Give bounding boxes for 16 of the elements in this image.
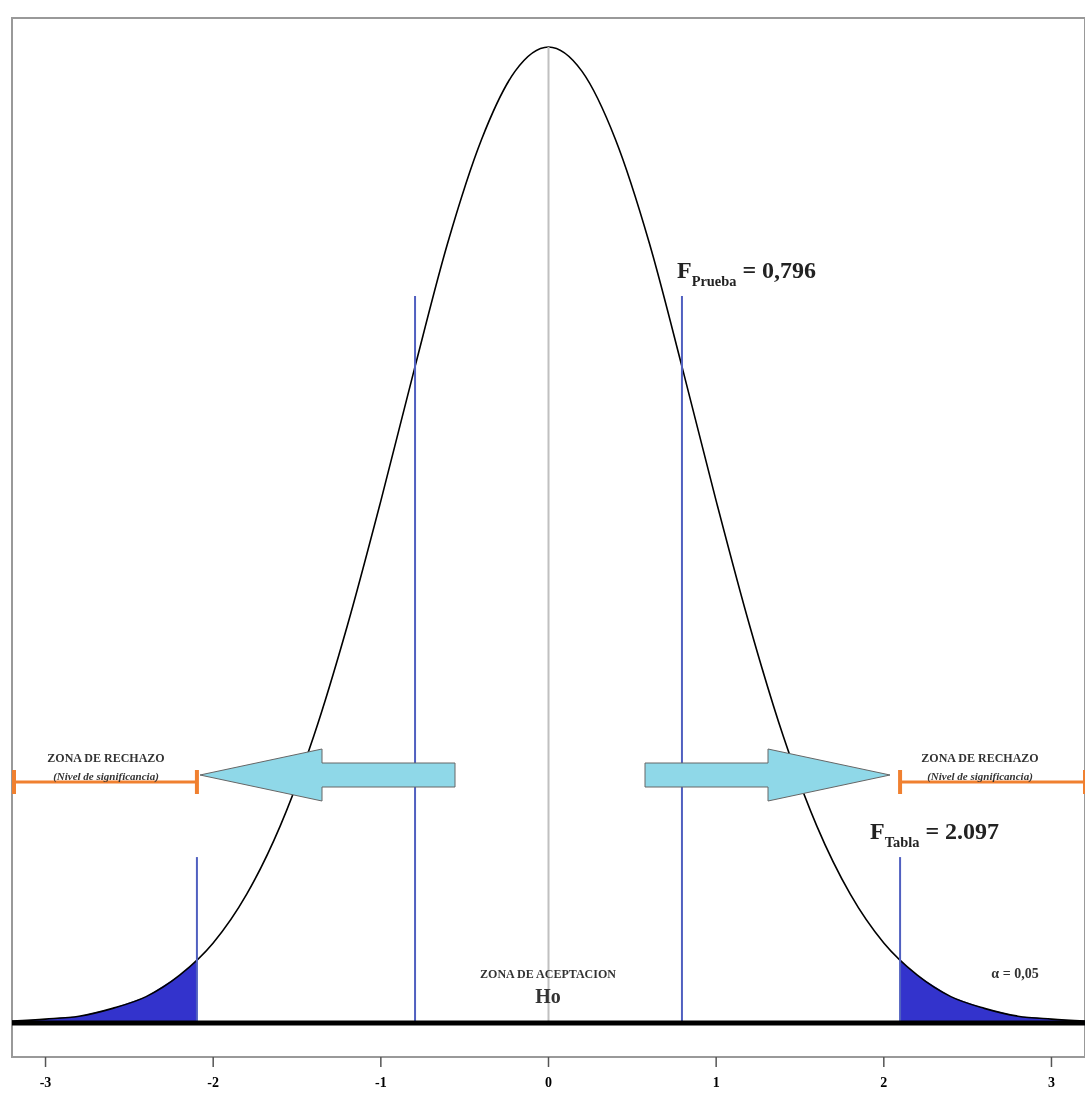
x-tick-label: -1 [375,1075,387,1090]
annotation: ZONA DE ACEPTACION [480,967,617,981]
annotation: ZONA DE RECHAZO [921,751,1039,765]
x-tick-label: -2 [207,1075,220,1090]
x-tick-label: 2 [880,1075,888,1090]
annotation: ZONA DE RECHAZO [47,751,165,765]
x-tick-label: 0 [545,1075,552,1090]
x-tick-label: 3 [1047,1075,1055,1090]
annotation: F$_{Prueba}$ = 0,796 [676,256,817,289]
annotation: Ho [535,985,561,1007]
annotation: F$_{Tabla}$ = 2.097 [870,818,1000,851]
annotation: α = 0,05 [991,966,1039,981]
x-tick-label: 1 [712,1075,720,1090]
x-tick-label: -3 [39,1075,52,1090]
annotation: (Nivel de significancia) [927,770,1033,783]
annotation: (Nivel de significancia) [53,770,159,783]
